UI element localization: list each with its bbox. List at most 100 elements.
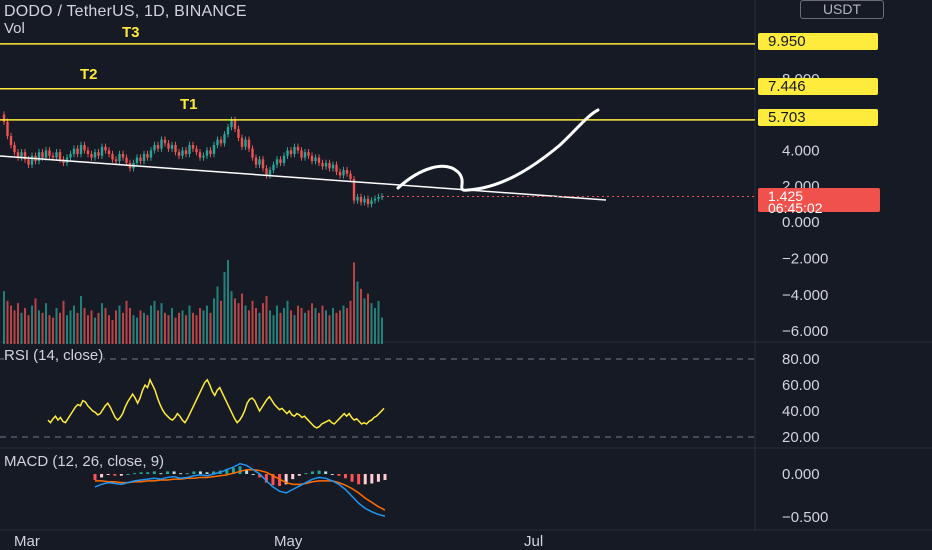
macd-histogram-bar <box>376 474 380 482</box>
volume-bar <box>192 312 194 344</box>
volume-bar <box>167 315 170 344</box>
volume-bar <box>34 298 37 344</box>
candle-body <box>223 134 226 144</box>
rsi-axis-tick: 20.00 <box>782 429 820 446</box>
volume-bar <box>129 308 131 344</box>
volume-bar <box>272 315 275 344</box>
volume-bar <box>227 260 229 344</box>
volume-bar <box>185 315 187 344</box>
volume-bar <box>209 312 212 344</box>
volume-bar <box>237 303 240 344</box>
macd-histogram-bar <box>192 471 196 474</box>
candle-body <box>121 153 125 158</box>
volume-bar <box>202 310 205 344</box>
candle-body <box>307 152 310 156</box>
candle-body <box>146 153 149 158</box>
candle-body <box>149 150 153 158</box>
volume-bar <box>125 300 128 344</box>
candle-body <box>296 146 300 151</box>
macd-histogram-bar <box>324 471 328 474</box>
rsi-indicator-label[interactable]: RSI (14, close) <box>4 347 104 364</box>
candle-body <box>139 157 142 162</box>
projection-path <box>396 108 600 192</box>
volume-bar <box>69 310 72 344</box>
candle-body <box>366 198 370 205</box>
macd-histogram-bar <box>225 468 229 474</box>
price-axis-tick: 0.000 <box>782 214 820 231</box>
macd-histogram-bar <box>139 472 143 474</box>
candle-body <box>279 159 282 163</box>
volume-bar <box>283 308 285 344</box>
volume-bar <box>160 303 163 344</box>
volume-bar <box>59 312 61 344</box>
rsi-line <box>47 377 385 429</box>
candle-body <box>244 139 247 147</box>
macd-histogram-bar <box>258 474 262 478</box>
candle-body <box>233 119 237 129</box>
candle-body <box>349 173 352 180</box>
volume-bar <box>80 296 82 344</box>
candle-body <box>48 150 51 156</box>
volume-bar <box>104 308 107 344</box>
candle-body <box>69 153 72 158</box>
volume-bar <box>108 315 110 344</box>
volume-bar <box>206 305 208 344</box>
candle-body <box>195 148 198 153</box>
volume-bar <box>269 310 271 344</box>
volume-bar <box>262 303 264 344</box>
candle-body <box>331 164 335 169</box>
candle-body <box>212 145 216 154</box>
macd-histogram-bar <box>343 474 347 479</box>
candle-body <box>72 148 76 154</box>
macd-histogram-bar <box>383 474 387 481</box>
candle-body <box>9 136 13 146</box>
macd-histogram-bar <box>337 474 341 476</box>
candle-body <box>209 150 212 154</box>
volume-bar <box>62 300 65 344</box>
candle-body <box>289 150 293 154</box>
candle-body <box>16 152 20 158</box>
candle-body <box>363 198 366 203</box>
macd-histogram-bar <box>198 471 202 474</box>
macd-axis-tick: 0.000 <box>782 466 820 483</box>
volume-bar <box>381 317 383 344</box>
volume-bar <box>174 317 177 344</box>
volume-bar <box>220 300 222 344</box>
price-axis-tick: 4.000 <box>782 142 820 159</box>
macd-histogram-bar <box>370 474 374 484</box>
macd-indicator-label[interactable]: MACD (12, 26, close, 9) <box>4 453 165 470</box>
macd-histogram-bar <box>126 474 130 475</box>
candle-body <box>93 152 97 158</box>
volume-bar <box>10 305 12 344</box>
macd-histogram-bar <box>166 471 169 474</box>
candle-body <box>300 150 303 158</box>
volume-bar <box>143 312 145 344</box>
macd-histogram-bar <box>185 473 189 475</box>
currency-unit-button[interactable]: USDT <box>800 0 884 19</box>
volume-bar <box>111 320 114 344</box>
macd-histogram-bar <box>119 474 123 476</box>
target-1-label: T1 <box>180 96 198 113</box>
volume-bar <box>377 300 380 344</box>
target-3-price-tag: 9.950 <box>758 33 878 50</box>
volume-bar <box>300 308 303 344</box>
candle-body <box>37 152 41 162</box>
target-2-price-tag: 7.446 <box>758 78 878 95</box>
candle-body <box>202 155 205 158</box>
macd-histogram-bar <box>284 474 288 485</box>
volume-bar <box>304 312 306 344</box>
candle-body <box>97 152 100 156</box>
macd-histogram-bar <box>291 474 295 480</box>
volume-bar <box>188 305 191 344</box>
rsi-axis-tick: 80.00 <box>782 351 820 368</box>
volume-bar <box>195 315 198 344</box>
candle-body <box>135 157 139 163</box>
volume-bar <box>356 281 359 344</box>
volume-bar <box>122 312 124 344</box>
macd-histogram-bar <box>106 474 110 475</box>
candle-body <box>181 150 184 156</box>
macd-histogram-bar <box>146 472 150 474</box>
volume-bar <box>83 308 86 344</box>
macd-histogram-bar <box>363 474 367 485</box>
candle-body <box>100 146 104 156</box>
